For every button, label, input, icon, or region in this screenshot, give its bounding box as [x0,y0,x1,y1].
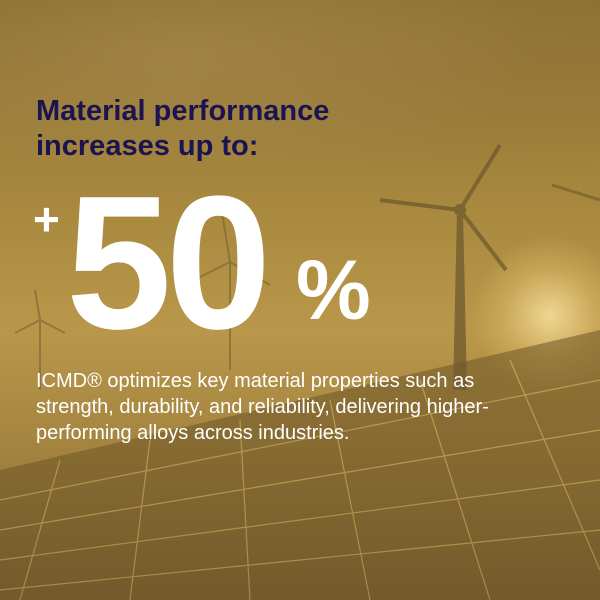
wind-turbine-right [551,183,600,202]
wind-turbine-main [379,143,508,390]
headline-line-1: Material performance [36,95,330,127]
stat-suffix: % [296,243,371,337]
stat-prefix: + [33,193,60,245]
wind-turbine-far [14,211,271,390]
stat-value: 50 [66,157,271,369]
headline-line-2: increases up to: [36,130,259,162]
headline: Material performance increases up to: [36,94,416,164]
solar-panels [0,330,600,600]
description-text: ICMD® optimizes key material properties … [36,370,489,444]
sky-clouds [0,0,600,220]
